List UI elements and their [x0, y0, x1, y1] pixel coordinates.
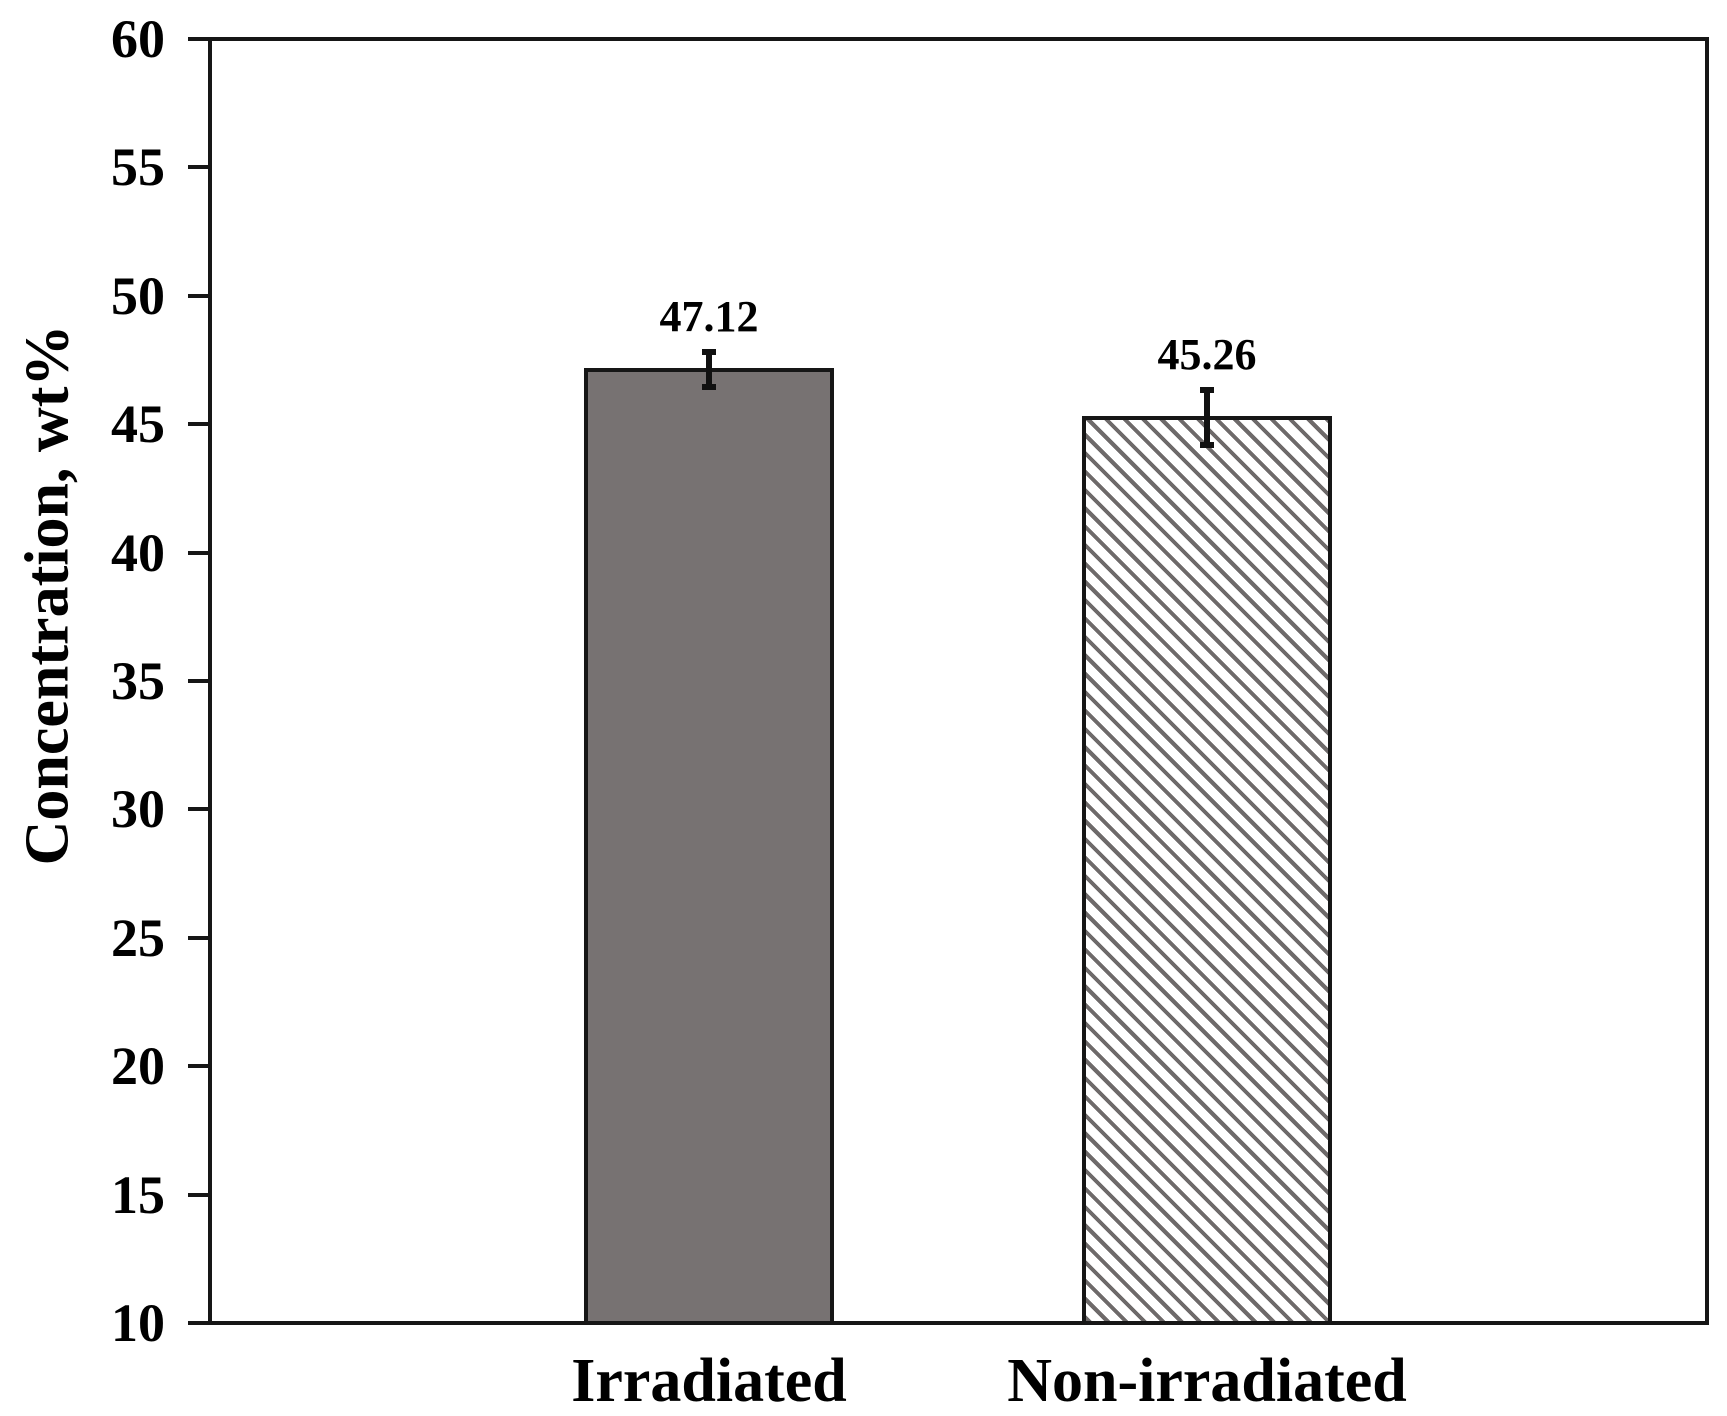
y-tick-mark	[188, 1321, 210, 1325]
error-bar-top-cap	[1200, 387, 1214, 393]
y-tick-mark	[188, 935, 210, 940]
y-tick-label: 40	[111, 522, 165, 583]
error-bar-line	[706, 351, 712, 388]
y-tick-mark	[188, 293, 210, 298]
y-tick-label: 35	[111, 651, 165, 711]
y-tick-label: 30	[111, 779, 165, 840]
y-tick-label: 60	[111, 9, 165, 69]
error-bar-line	[1204, 389, 1210, 446]
bar-value-label: 47.12	[659, 292, 759, 341]
x-category-label: Non-irradiated	[1007, 1347, 1407, 1415]
y-tick-mark	[188, 1064, 210, 1069]
y-tick-mark	[188, 550, 210, 555]
y-tick-mark	[188, 37, 210, 41]
error-bar-bottom-cap	[1200, 442, 1214, 448]
y-tick-label: 45	[111, 394, 165, 455]
y-tick-label: 50	[111, 265, 165, 326]
error-bar-top-cap	[702, 349, 716, 355]
bar-value-label: 45.26	[1157, 330, 1257, 379]
y-tick-label: 15	[111, 1164, 165, 1225]
y-tick-mark	[188, 1192, 210, 1197]
error-bar-bottom-cap	[702, 384, 716, 390]
plot-frame	[208, 37, 1709, 1325]
y-tick-mark	[188, 807, 210, 812]
y-tick-mark	[188, 679, 210, 683]
y-tick-label: 55	[111, 137, 165, 198]
y-tick-label: 25	[111, 907, 165, 968]
y-tick-mark	[188, 165, 210, 170]
y-tick-mark	[188, 422, 210, 427]
bar-non-irradiated	[1082, 416, 1332, 1325]
x-category-label: Irradiated	[571, 1347, 847, 1415]
bar-irradiated	[584, 368, 834, 1325]
y-tick-label: 10	[111, 1293, 165, 1353]
y-tick-label: 20	[111, 1036, 165, 1097]
